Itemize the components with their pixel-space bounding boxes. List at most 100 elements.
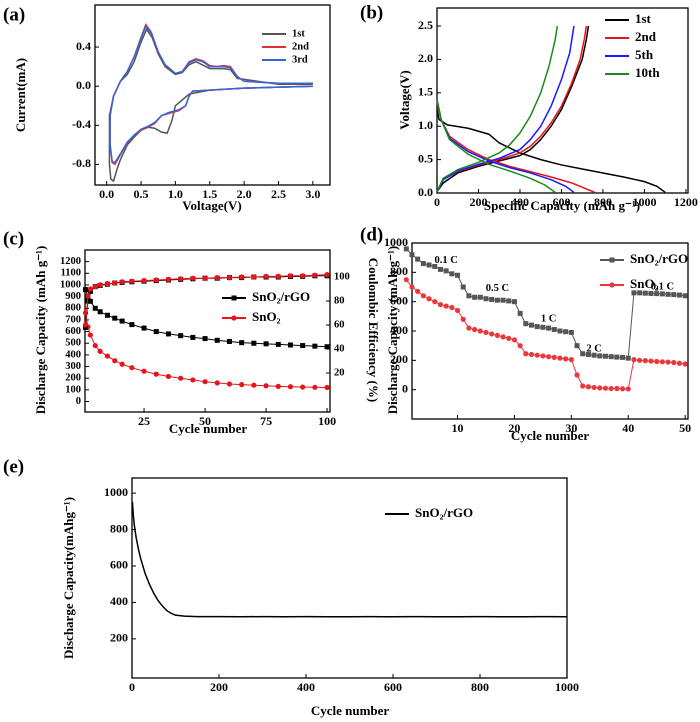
data-point bbox=[483, 296, 489, 302]
y-axis-label: Voltage(V) bbox=[397, 70, 412, 129]
x-axis-label: Specific Capacity (mAh g⁻¹) bbox=[484, 198, 640, 213]
plot-frame bbox=[84, 249, 331, 413]
data-point bbox=[574, 343, 580, 349]
data-point bbox=[263, 273, 269, 279]
x-axis-label: Cycle number bbox=[311, 703, 390, 718]
annotation: 0.1 C bbox=[434, 255, 457, 266]
data-point bbox=[190, 334, 196, 340]
panel-label: (c) bbox=[3, 228, 24, 249]
data-point bbox=[568, 329, 574, 335]
data-point bbox=[443, 268, 449, 274]
data-point bbox=[437, 266, 443, 272]
y-tick-label: 2.5 bbox=[418, 18, 433, 32]
y-tick-label: 600 bbox=[110, 558, 128, 572]
data-point bbox=[92, 342, 98, 349]
x-tick-label: 600 bbox=[552, 195, 570, 209]
data-point bbox=[489, 296, 495, 302]
data-point bbox=[104, 312, 110, 318]
data-point bbox=[415, 288, 421, 294]
data-point bbox=[454, 307, 461, 314]
x-tick-label: 1200 bbox=[674, 195, 698, 209]
series-line bbox=[405, 279, 686, 390]
data-point bbox=[659, 291, 665, 297]
plot-frame bbox=[411, 242, 689, 420]
data-point bbox=[608, 385, 614, 392]
legend-label: 2nd bbox=[292, 41, 309, 52]
data-point bbox=[251, 274, 257, 280]
data-point bbox=[671, 292, 677, 298]
data-point bbox=[654, 291, 660, 297]
legend-label: 3rd bbox=[292, 54, 308, 65]
data-point bbox=[226, 338, 232, 344]
data-point bbox=[472, 294, 478, 300]
legend-label: 1st bbox=[635, 11, 652, 26]
data-point bbox=[153, 329, 159, 335]
y-tick-label: 1000 bbox=[384, 235, 408, 249]
data-point bbox=[591, 352, 597, 358]
y-axis-label: Discharge Capacity (mAh g⁻¹) bbox=[385, 246, 400, 415]
data-point bbox=[165, 276, 172, 282]
y-tick-label: -0.4 bbox=[72, 117, 91, 131]
y-axis-label: Current(mA) bbox=[13, 58, 28, 132]
y-tick-label: 200 bbox=[110, 631, 128, 645]
data-point bbox=[112, 358, 118, 364]
data-point bbox=[119, 361, 125, 367]
data-point bbox=[104, 353, 111, 359]
y-tick-label: 0 bbox=[76, 396, 81, 407]
x-tick-label: 400 bbox=[297, 680, 315, 694]
data-point bbox=[648, 358, 654, 364]
data-point bbox=[523, 321, 529, 327]
annotation: 1 C bbox=[541, 314, 556, 325]
y2-axis-label: Coulombic Efficiency (%) bbox=[366, 258, 381, 402]
panel-label: (b) bbox=[360, 2, 383, 23]
legend-label: SnO₂/rGO bbox=[630, 251, 688, 266]
data-point bbox=[432, 263, 438, 269]
data-point bbox=[614, 385, 620, 392]
y-tick-label: 1.0 bbox=[418, 118, 433, 132]
x-tick-label: 1.0 bbox=[168, 187, 183, 201]
data-point bbox=[585, 351, 591, 357]
data-point bbox=[87, 286, 93, 292]
data-point bbox=[190, 377, 196, 383]
data-point bbox=[239, 274, 245, 280]
plot-frame bbox=[131, 477, 568, 679]
data-point bbox=[87, 332, 93, 338]
annotation: 0.1 C bbox=[651, 281, 674, 292]
x-tick-label: 800 bbox=[594, 195, 612, 209]
x-tick-label: 20 bbox=[508, 421, 520, 435]
data-point bbox=[214, 337, 220, 343]
panel-label: (a) bbox=[3, 4, 25, 25]
data-point bbox=[97, 348, 103, 354]
y-tick-label: 300 bbox=[65, 361, 81, 372]
data-point bbox=[625, 355, 631, 361]
legend-label: 1st bbox=[292, 28, 305, 39]
data-point bbox=[608, 354, 614, 360]
data-point bbox=[300, 273, 306, 279]
series-line bbox=[84, 312, 328, 389]
data-point bbox=[540, 353, 546, 359]
data-point bbox=[682, 361, 688, 367]
data-point bbox=[523, 351, 529, 357]
panel-label: (d) bbox=[360, 224, 383, 245]
data-point bbox=[403, 246, 409, 252]
data-point bbox=[494, 332, 500, 338]
y2-tick-label: 20 bbox=[334, 367, 345, 378]
y-tick-label: 0.5 bbox=[418, 151, 433, 165]
x-tick-label: 0 bbox=[434, 195, 440, 209]
data-point bbox=[517, 310, 523, 316]
data-point bbox=[129, 365, 135, 371]
data-point bbox=[528, 351, 535, 358]
data-point bbox=[529, 322, 535, 328]
x-tick-label: 1000 bbox=[555, 680, 579, 694]
data-point bbox=[312, 272, 318, 278]
data-point bbox=[500, 334, 506, 340]
data-point bbox=[620, 354, 626, 360]
data-point bbox=[455, 272, 461, 278]
data-point bbox=[511, 299, 517, 305]
legend-marker bbox=[231, 295, 237, 301]
data-point bbox=[165, 331, 171, 337]
y-tick-label: 1.5 bbox=[418, 85, 433, 99]
x-tick-label: 40 bbox=[622, 421, 634, 435]
annotation: 0.5 C bbox=[486, 283, 509, 294]
y-tick-label: 800 bbox=[390, 264, 408, 278]
